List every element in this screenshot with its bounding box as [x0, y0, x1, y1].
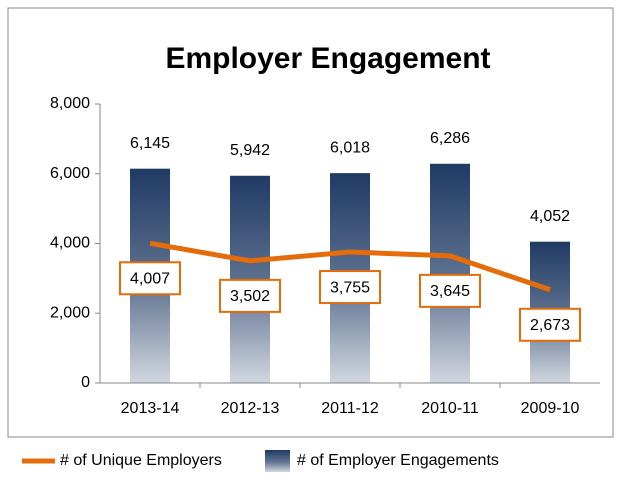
- x-tick-label: 2012-13: [221, 400, 280, 417]
- line: [149, 240, 551, 293]
- x-tick-label: 2010-11: [421, 400, 479, 417]
- bar-value-label: 5,942: [230, 142, 270, 159]
- value-label-box: [219, 278, 281, 313]
- line-value-label: 4,007: [130, 270, 170, 287]
- bar-value-label: 6,286: [430, 130, 470, 147]
- line-value-label: 3,502: [230, 288, 270, 305]
- value-label-box: [519, 307, 581, 342]
- y-tick-label: 8,000: [50, 95, 90, 112]
- chart-border: [7, 7, 614, 438]
- value-label-box: [419, 273, 481, 308]
- legend-swatch: [265, 450, 290, 472]
- bar: [430, 163, 470, 383]
- line-value-label: 3,645: [430, 283, 470, 300]
- y-tick-label: 2,000: [50, 304, 90, 321]
- chart-title: Employer Engagement: [165, 42, 490, 75]
- legend-label: # of Unique Employers: [60, 452, 222, 469]
- x-tick-label: 2011-12: [321, 400, 379, 417]
- bar-value-label: 6,018: [330, 139, 370, 156]
- line-value-label: 2,673: [530, 317, 570, 334]
- legend-label: # of Employer Engagements: [297, 452, 499, 469]
- x-tick-label: 2009-10: [521, 400, 580, 417]
- y-tick-label: 6,000: [50, 165, 90, 182]
- value-label-box: [119, 261, 181, 296]
- line-value-label: 3,755: [330, 279, 370, 296]
- value-label-box: [319, 270, 381, 305]
- x-tick-label: 2013-14: [121, 400, 180, 417]
- y-tick-label: 0: [81, 374, 90, 391]
- y-tick-label: 4,000: [50, 235, 90, 252]
- bar-value-label: 6,145: [130, 135, 170, 152]
- bar-value-label: 4,052: [530, 208, 570, 225]
